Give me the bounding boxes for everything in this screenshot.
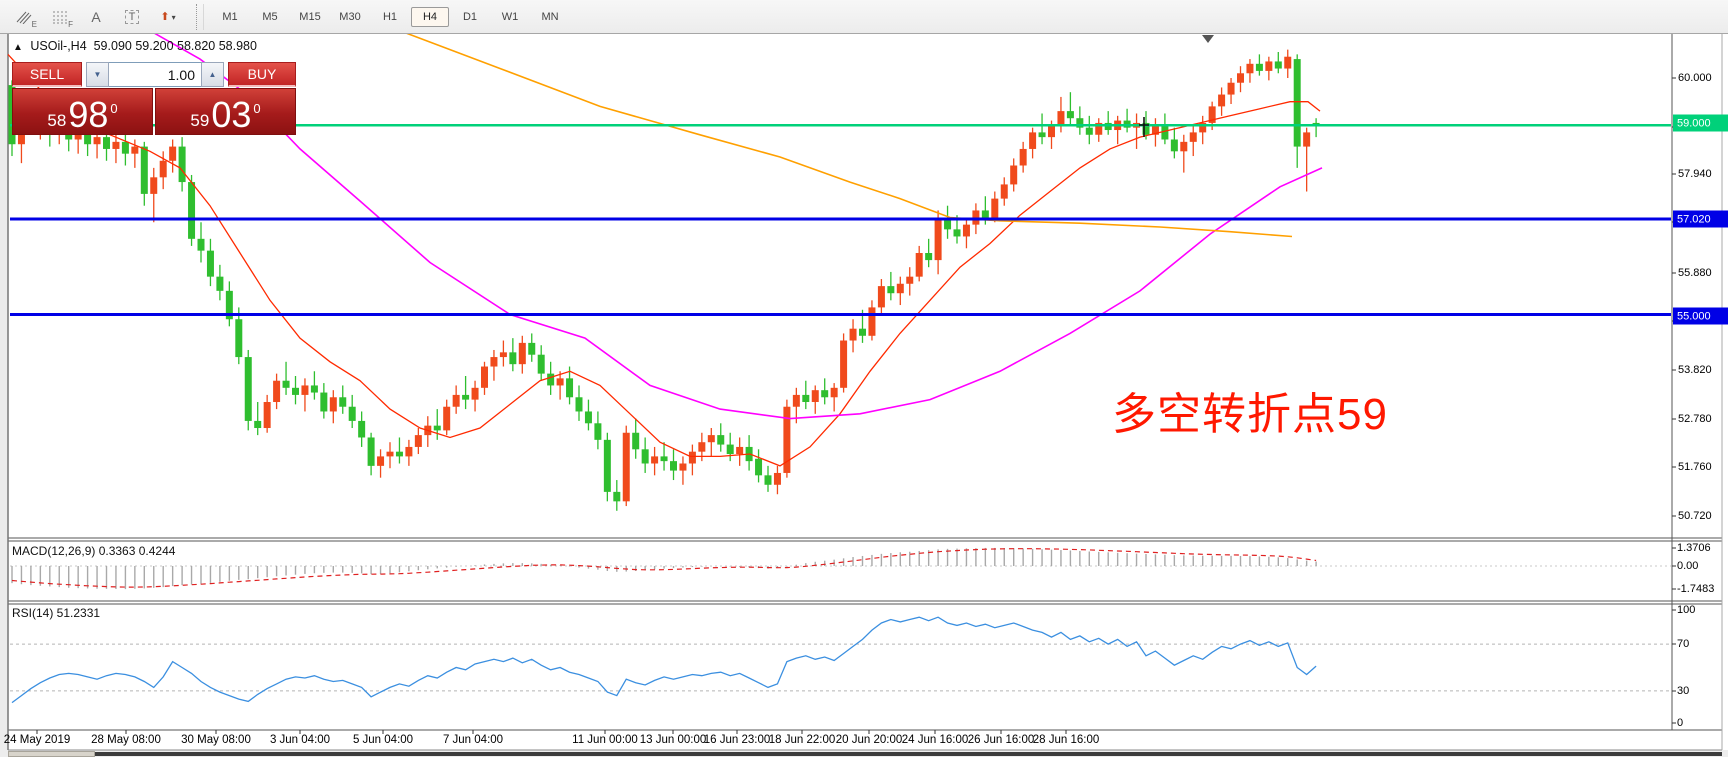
buy-price-display[interactable]: 59 03 0 [155,88,296,135]
symbol-quote-line: ▲ USOil-,H4 59.090 59.200 58.820 58.980 [13,39,257,53]
chart-annotation-text: 多空转折点59 [1112,390,1388,439]
timeframe-button-m1[interactable]: M1 [222,10,238,23]
rsi-label: RSI(14) 51.2331 [12,606,101,620]
time-tick-label: 5 Jun 04:00 [352,734,414,746]
volume-stepper: ▼ 1.00 ▲ [86,62,224,87]
indicator-tick-label: 0.00 [1677,560,1699,572]
time-tick-label: 30 May 08:00 [181,734,251,746]
price-tick-label: 52.780 [1678,413,1712,425]
indicator-tick-label: 1.3706 [1677,542,1711,554]
text-box-tool-icon[interactable]: T [116,3,148,31]
sell-price-display[interactable]: 58 98 0 [12,88,153,135]
time-tick-label: 24 May 2019 [3,734,71,746]
volume-decrease-button[interactable]: ▼ [86,62,109,87]
sell-price-small: 58 [47,111,67,130]
timeframe-button-w1[interactable]: W1 [501,10,519,23]
buy-price-big: 03 [211,93,252,135]
indicator-tick-label: 0 [1677,717,1684,729]
chart-shift-marker-icon[interactable] [1202,35,1214,43]
symbol-ohlc: 59.090 59.200 58.820 58.980 [93,39,257,53]
time-tick-label: 16 Jun 23:00 [703,734,771,746]
drawing-tools-group: E F A T ⬆ ▾ [6,3,186,31]
indicator-tick-label: 100 [1677,604,1696,616]
timeframe-button-mn[interactable]: MN [541,10,559,23]
crosshair-marker-icon [1138,117,1150,137]
time-tick-label: 7 Jun 04:00 [442,734,504,746]
toolbar-separator [196,3,204,30]
timeframe-button-d1[interactable]: D1 [462,10,478,23]
indicator-tick-label: -1.7483 [1677,583,1715,595]
price-tick-label: 55.880 [1678,267,1712,279]
time-tick-label: 13 Jun 00:00 [639,734,707,746]
one-click-trade-panel: SELL ▼ 1.00 ▲ BUY 58 98 0 59 03 0 [12,62,296,135]
price-tick-label: 51.760 [1678,461,1712,473]
price-tick-label: 50.720 [1678,510,1712,522]
price-level-tag: 59.000 [1673,114,1728,132]
time-tick-label: 28 May 08:00 [91,734,161,746]
timeframe-buttons-group: M1 M5 M15 M30 H1 H4 D1 W1 MN [210,6,570,27]
timeframe-button-m5[interactable]: M5 [262,10,278,23]
indicator-tick-label: 70 [1677,638,1690,650]
volume-field[interactable]: 1.00 [109,62,201,87]
price-tick-label: 60.000 [1678,72,1712,84]
time-tick-label: 20 Jun 20:00 [835,734,903,746]
timeframe-button-h4[interactable]: H4 [411,6,449,27]
time-tick-label: 28 Jun 16:00 [1032,734,1100,746]
fibonacci-tool-icon[interactable]: F [53,11,73,29]
symbol-name: USOil-,H4 [30,39,87,53]
buy-price-sup: 0 [253,101,261,116]
timeframe-button-h1[interactable]: H1 [382,10,398,23]
price-level-tag: 57.020 [1673,210,1728,228]
arrows-tool-icon[interactable]: ⬆ ▾ [160,11,176,23]
time-tick-label: 3 Jun 04:00 [269,734,331,746]
crosshair-draw-tool-icon[interactable]: E [8,3,40,31]
buy-price-small: 59 [190,111,210,130]
text-tool-icon[interactable]: A [91,8,101,25]
time-tick-label: 24 Jun 16:00 [901,734,969,746]
volume-increase-button[interactable]: ▲ [201,62,224,87]
symbol-marker-icon: ▲ [13,42,23,53]
toolbar: E F A T ⬆ ▾ M1 M5 M15 M30 H1 H4 D1 W1 MN [0,0,1728,34]
price-tick-label: 53.820 [1678,364,1712,376]
hscrollbar-thumb[interactable] [8,751,95,757]
time-tick-label: 11 Jun 00:00 [572,734,638,746]
buy-button[interactable]: BUY [228,62,296,87]
time-tick-label: 18 Jun 22:00 [768,734,836,746]
hscrollbar-track[interactable] [95,752,1722,756]
price-tick-label: 57.940 [1678,168,1712,180]
time-tick-label: 26 Jun 16:00 [967,734,1035,746]
timeframe-button-m30[interactable]: M30 [339,10,361,23]
indicator-tick-label: 30 [1677,685,1690,697]
price-level-tag: 55.000 [1673,307,1728,325]
sell-price-big: 98 [68,93,109,135]
timeframe-button-m15[interactable]: M15 [299,10,321,23]
sell-button[interactable]: SELL [12,62,82,87]
macd-label: MACD(12,26,9) 0.3363 0.4244 [12,544,176,558]
sell-price-sup: 0 [110,101,118,116]
